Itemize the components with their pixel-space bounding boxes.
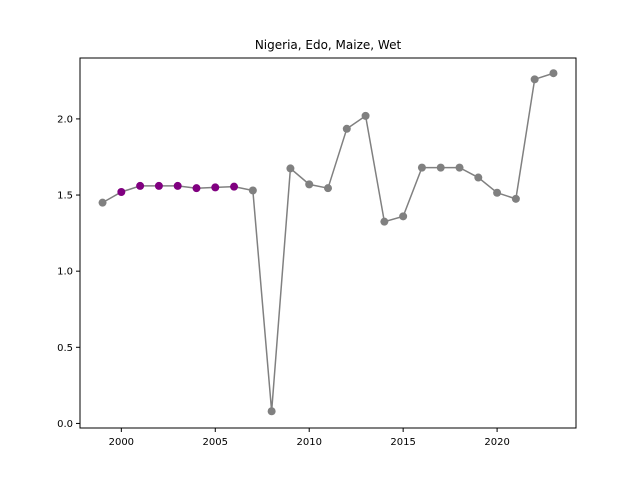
data-point (136, 181, 145, 190)
data-point (530, 75, 539, 84)
data-point (361, 111, 370, 120)
data-point (474, 173, 483, 182)
data-point (211, 183, 220, 192)
data-point (192, 184, 201, 193)
data-point (267, 407, 276, 416)
data-point (399, 212, 408, 221)
series-path (102, 72, 554, 412)
x-tick-label: 2020 (484, 437, 509, 448)
chart-title: Nigeria, Edo, Maize, Wet (255, 38, 402, 52)
data-point (98, 198, 107, 207)
series-markers (98, 69, 558, 416)
data-point (230, 182, 239, 191)
data-point (493, 188, 502, 197)
y-tick-label: 0.0 (57, 419, 73, 430)
series-line (102, 72, 554, 412)
data-point (436, 163, 445, 172)
data-point (455, 163, 464, 172)
data-point (549, 69, 558, 78)
data-point (380, 217, 389, 226)
x-tick-label: 2000 (109, 437, 134, 448)
x-tick-label: 2005 (203, 437, 228, 448)
y-tick-label: 1.0 (57, 267, 73, 278)
data-point (342, 124, 351, 133)
data-point (117, 187, 126, 196)
y-tick-label: 2.0 (57, 114, 73, 125)
plot-area (79, 57, 577, 429)
y-tick-label: 1.5 (57, 191, 73, 202)
data-point (511, 194, 520, 203)
data-point (286, 164, 295, 173)
y-axis: 0.0 0.5 1.0 1.5 2.0 (57, 114, 80, 430)
x-axis: 2000 2005 2010 2015 2020 (109, 428, 510, 448)
y-tick-label: 0.5 (57, 343, 73, 354)
data-point (417, 163, 426, 172)
data-point (154, 181, 163, 190)
data-point (248, 186, 257, 195)
data-point (324, 184, 332, 193)
data-point (305, 180, 314, 189)
x-tick-label: 2015 (390, 437, 415, 448)
data-point (173, 181, 182, 190)
x-tick-label: 2010 (296, 437, 321, 448)
